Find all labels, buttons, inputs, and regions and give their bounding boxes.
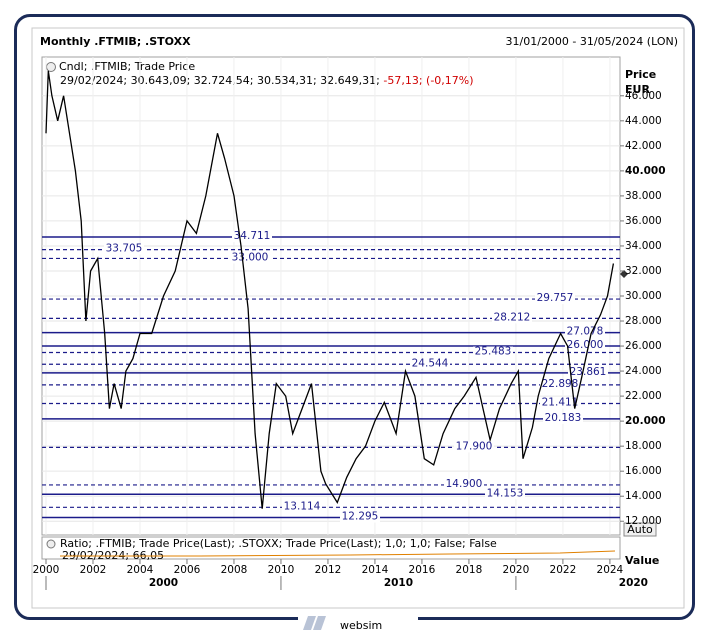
level-label-bg [568, 366, 608, 378]
level-label-bg [535, 293, 575, 305]
y-tick-label: 24.000 [625, 365, 662, 377]
ratio-icon [46, 539, 56, 549]
level-label: 28.212 [494, 311, 531, 323]
last-price-marker [620, 270, 628, 278]
x-tick-label: 2022 [550, 564, 577, 576]
y-tick-label: 40.000 [625, 165, 666, 177]
level-label: 26.000 [567, 339, 604, 351]
level-label: 14.900 [446, 478, 483, 490]
ratio-line [60, 550, 616, 557]
ohlc-label: 29/02/2024; 30.643,09; 32.724,54; 30.534… [60, 74, 474, 87]
x-tick-label: 2006 [174, 564, 201, 576]
x-tick-label: 2010 [268, 564, 295, 576]
ratio-pane [41, 536, 621, 560]
level-label-bg [543, 412, 583, 424]
auto-label[interactable]: Auto [627, 523, 653, 536]
level-label: 20.183 [545, 412, 582, 424]
x-tick-label: 2016 [409, 564, 436, 576]
y-tick-label: 22.000 [625, 390, 662, 402]
y-tick-label: 26.000 [625, 340, 662, 352]
x-tick-label: 2024 [597, 564, 624, 576]
chart-title: Monthly .FTMIB; .STOXX [40, 35, 191, 48]
level-label-bg [540, 378, 580, 390]
y-tick-label: 28.000 [625, 315, 662, 327]
y-tick-label: 42.000 [625, 140, 662, 152]
y-tick-label: 38.000 [625, 190, 662, 202]
level-label: 17.900 [456, 440, 493, 452]
level-label: 13.114 [284, 500, 321, 512]
level-label: 34.711 [234, 230, 271, 242]
level-label-bg [540, 397, 580, 409]
y-tick-label: 14.000 [625, 490, 662, 502]
x-major-label: 2020 [619, 577, 648, 589]
ohlc: 29/02/2024; 30.643,09; 32.724,54; 30.534… [60, 74, 380, 87]
level-label: 14.153 [487, 487, 524, 499]
y-tick-label: 16.000 [625, 465, 662, 477]
y-tick-label: 36.000 [625, 215, 662, 227]
change: -57,13; (-0,17%) [383, 74, 473, 87]
legend-icon [46, 62, 56, 72]
logo-text: websim [340, 619, 382, 632]
level-label-bg [454, 441, 494, 453]
y-unit: EUR [625, 83, 650, 96]
level-label-bg [565, 326, 605, 338]
level-label-bg [410, 358, 450, 370]
level-label-bg [340, 511, 380, 523]
y-tick-label: 18.000 [625, 440, 662, 452]
x-tick-label: 2004 [127, 564, 154, 576]
level-label-bg [492, 312, 532, 324]
level-label: 33.705 [106, 243, 143, 255]
auto-button[interactable] [623, 522, 657, 537]
date-range: 31/01/2000 - 31/05/2024 (LON) [506, 35, 678, 48]
x-tick-label: 2000 [33, 564, 60, 576]
legend: Cndl; .FTMIB; Trade Price [59, 60, 195, 73]
level-label-bg [232, 231, 272, 243]
level-label: 24.544 [412, 357, 449, 369]
logo-bg [298, 614, 418, 634]
level-label: 12.295 [342, 511, 379, 523]
level-label: 29.757 [537, 292, 574, 304]
level-label-bg [473, 346, 513, 358]
x-major-label: 2000 [149, 577, 178, 589]
price-line [45, 70, 615, 509]
level-label: 23.861 [570, 366, 607, 378]
level-label: 22.898 [542, 378, 579, 390]
level-label: 25.483 [475, 346, 512, 358]
x-tick-label: 2008 [221, 564, 248, 576]
x-tick-label: 2020 [503, 564, 530, 576]
logo: websim [298, 614, 418, 634]
level-label-bg [230, 252, 270, 264]
x-tick-label: 2018 [456, 564, 483, 576]
x-major-label: 2010 [384, 577, 413, 589]
y-tick-label: 44.000 [625, 115, 662, 127]
y-tick-label: 34.000 [625, 240, 662, 252]
x-tick-label: 2002 [80, 564, 107, 576]
level-label: 33.000 [232, 251, 269, 263]
ratio-y-title: Value [625, 554, 659, 567]
y-tick-label: 20.000 [625, 415, 666, 427]
x-tick-label: 2014 [362, 564, 389, 576]
y-title: Price [625, 68, 656, 81]
level-label-bg [282, 501, 322, 513]
y-tick-label: 32.000 [625, 265, 662, 277]
level-label: 21.411 [542, 396, 579, 408]
y-tick-label: 12.000 [625, 515, 662, 527]
ratio-label: Ratio; .FTMIB; Trade Price(Last); .STOXX… [60, 537, 497, 550]
y-tick-label: 30.000 [625, 290, 662, 302]
level-label-bg [485, 488, 525, 500]
y-tick-label: 46.000 [625, 90, 662, 102]
level-label-bg [444, 478, 484, 490]
level-label-bg [565, 340, 605, 352]
level-label: 27.078 [567, 326, 604, 338]
level-label-bg [104, 243, 144, 255]
x-tick-label: 2012 [315, 564, 342, 576]
logo-mark [303, 616, 326, 630]
